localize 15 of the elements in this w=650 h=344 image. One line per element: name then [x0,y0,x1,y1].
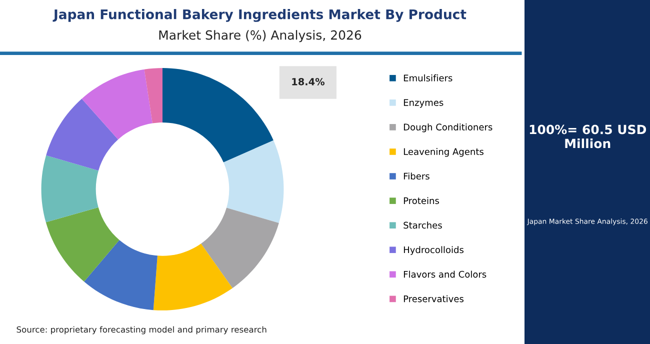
legend-label: Fibers [404,172,430,180]
legend-label: Hydrocolloids [404,246,464,255]
source-note: Source: proprietary forecasting model and primary research [16,326,266,334]
legend-label: Dough Conditioners [404,123,492,132]
legend-label: Proteins [404,197,439,204]
legend-label: Flavors and Colors [404,270,486,278]
legend-label: Starches [404,222,442,229]
text: 100%= 60.5 USD Million [530,124,646,148]
legend-label: Leavening Agents [404,148,484,157]
chart-title: Japan Functional Bakery Ingredients Market By Product [52,9,466,22]
legend-label: Enzymes [404,99,444,108]
legend-label: Emulsifiers [404,74,452,82]
data-label: 18.4% [292,78,325,86]
legend-label: Preservatives [404,295,464,302]
chart-subtitle: Market Share (%) Analysis, 2026 [159,30,362,42]
